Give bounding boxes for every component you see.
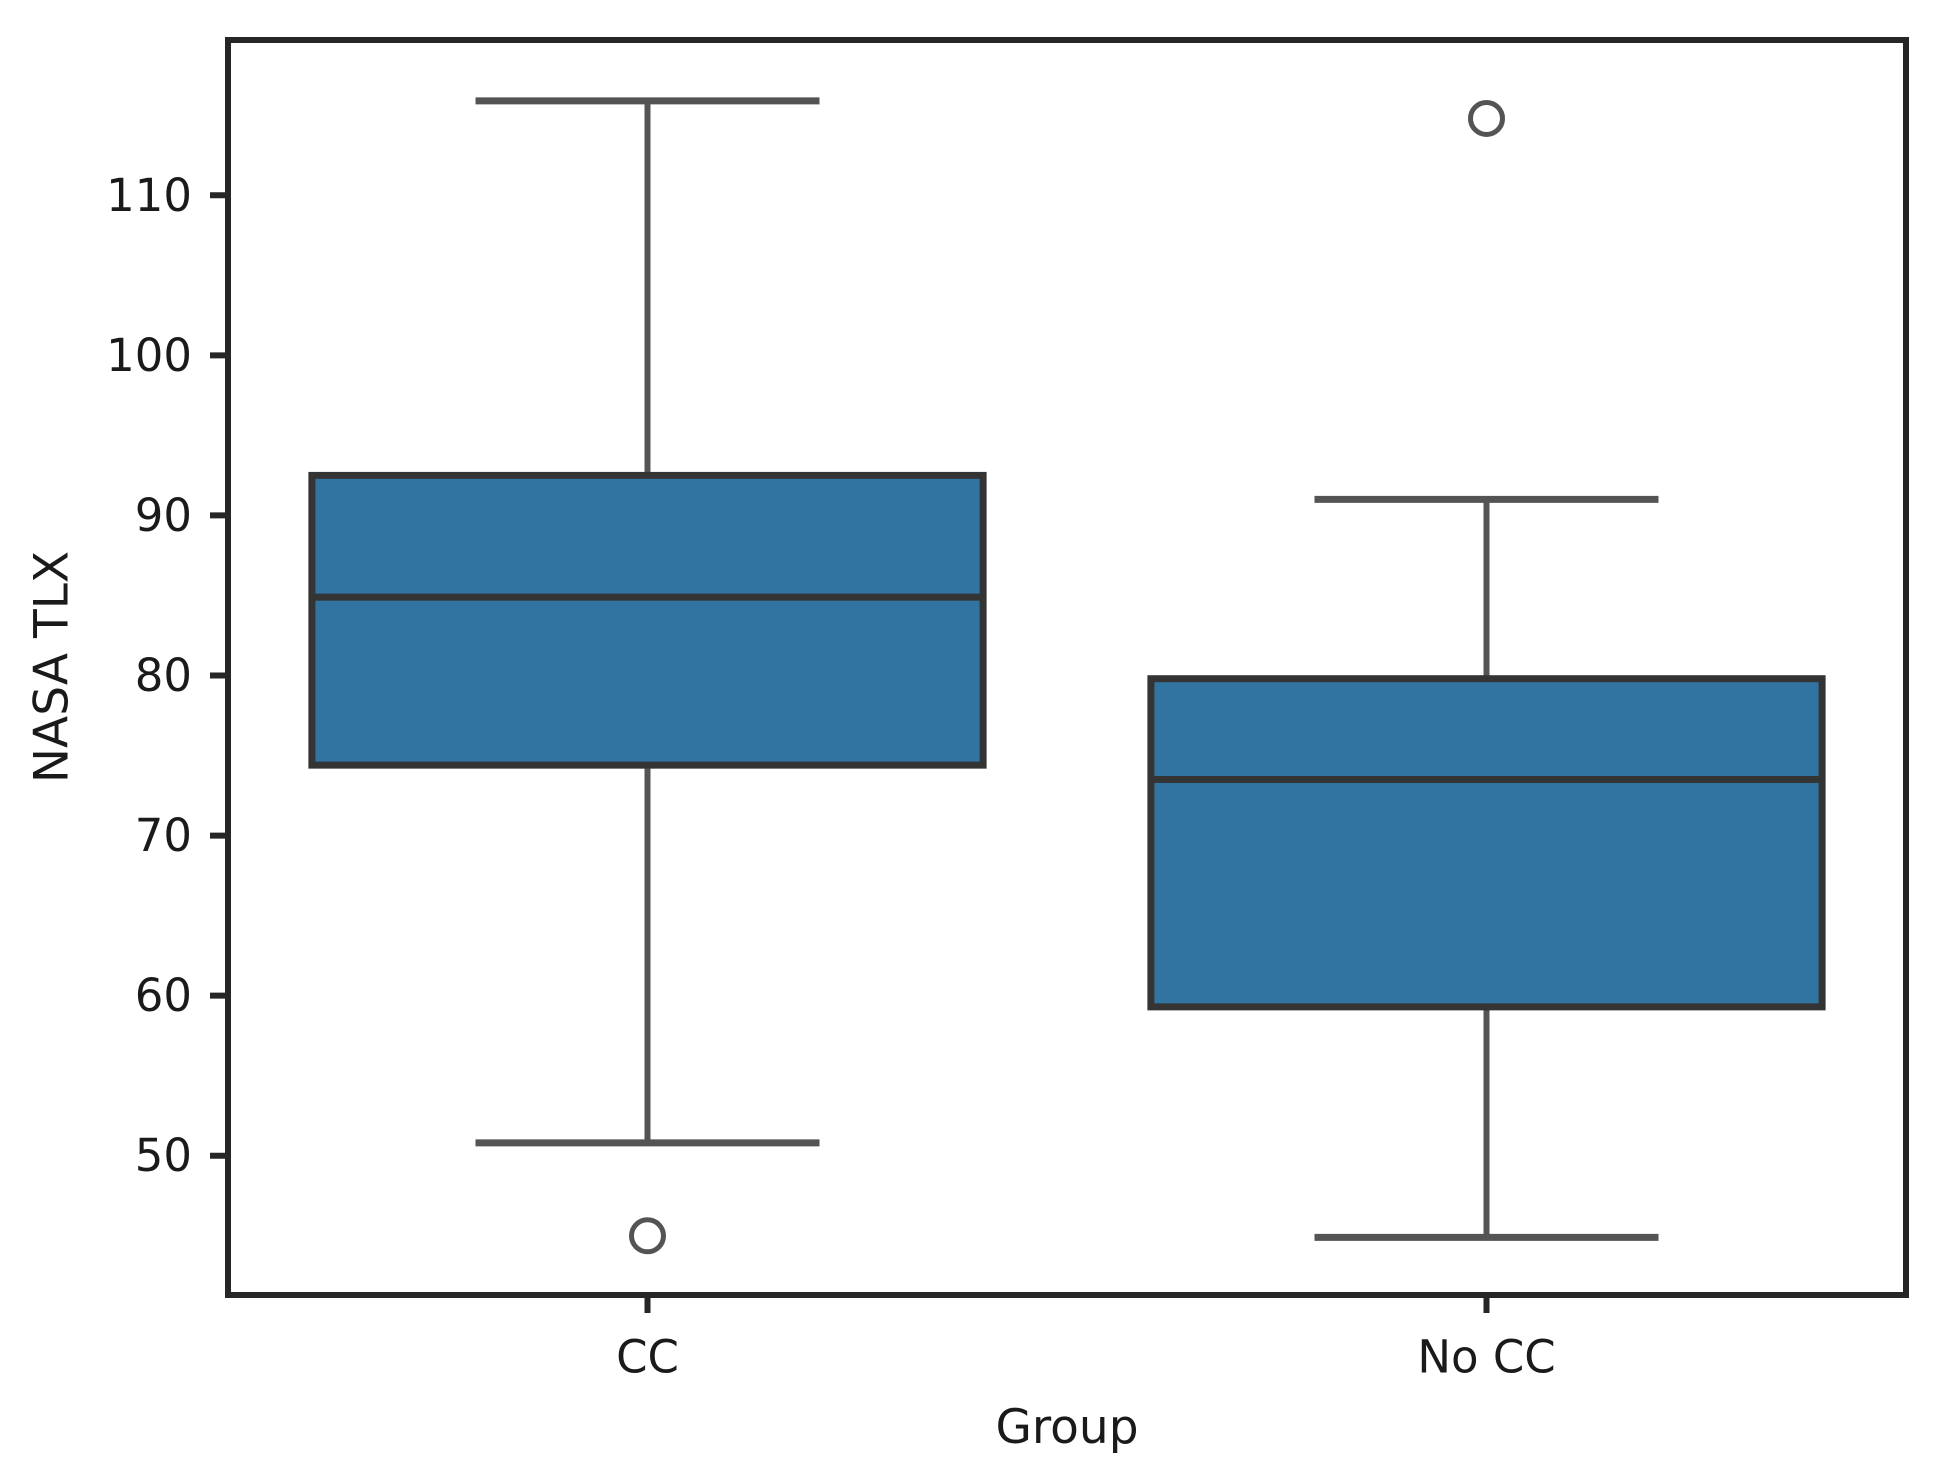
- y-tick-label: 110: [106, 169, 192, 222]
- x-tick-label: No CC: [1417, 1331, 1555, 1384]
- iqr-box-no-cc: [1147, 675, 1826, 1011]
- x-tick-label: CC: [616, 1331, 679, 1384]
- x-axis-title: Group: [995, 1400, 1139, 1455]
- y-axis-title: NASA TLX: [24, 550, 80, 784]
- y-tick-label: 90: [135, 489, 192, 542]
- iqr-box-cc: [308, 471, 987, 769]
- y-tick-label: 100: [106, 329, 192, 382]
- y-tick-label: 60: [135, 969, 192, 1022]
- plot-border: [225, 37, 1909, 1298]
- outlier-point: [629, 1217, 666, 1255]
- y-tick-label: 80: [135, 649, 192, 702]
- outlier-point: [1468, 99, 1505, 137]
- y-tick-label: 50: [135, 1129, 192, 1182]
- y-tick-label: 70: [135, 809, 192, 862]
